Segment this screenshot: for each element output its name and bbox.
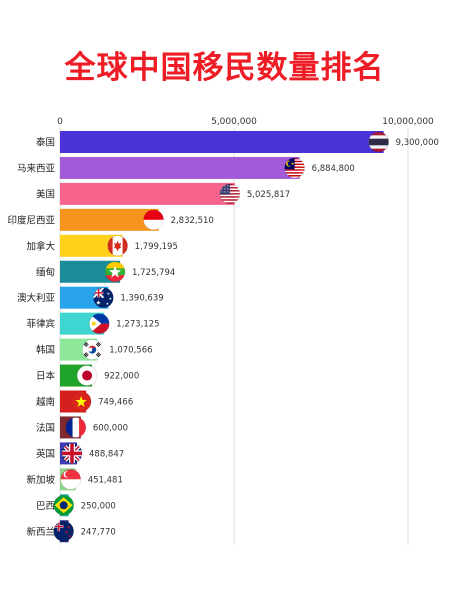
value-label: 1,725,794 [132, 268, 175, 278]
category-label: 菲律宾 [26, 318, 55, 330]
chart-title: 全球中国移民数量排名 [64, 50, 385, 86]
brazil-flag [53, 495, 74, 516]
category-label: 美国 [36, 188, 55, 200]
myanmar-flag [105, 261, 126, 282]
france-flag [65, 417, 86, 438]
category-label: 韩国 [36, 344, 55, 356]
category-label: 马来西亚 [17, 163, 56, 174]
bar-row: 美国 5,025,817 [36, 182, 290, 205]
korea-flag [82, 339, 103, 360]
value-label: 1,273,125 [116, 320, 159, 330]
usa-flag [219, 183, 240, 204]
value-label: 6,884,800 [312, 164, 355, 174]
bar-row: 缅甸 1,725,794 [36, 260, 175, 283]
bar-row: 法国 600,000 [36, 416, 128, 439]
bar-row: 巴西 250,000 [36, 494, 116, 517]
category-label: 泰国 [36, 137, 55, 149]
bar-row: 澳大利亚 1,390,639 [17, 286, 164, 309]
bar-row: 韩国 1,070,566 [36, 338, 153, 361]
value-label: 2,832,510 [171, 216, 214, 226]
value-label: 1,070,566 [109, 346, 152, 356]
value-label: 5,025,817 [247, 190, 290, 200]
bar [60, 234, 123, 257]
category-label: 缅甸 [36, 266, 55, 278]
value-label: 1,390,639 [120, 294, 163, 304]
category-label: 新加坡 [26, 474, 55, 486]
x-tick-label: 5,000,000 [211, 117, 257, 127]
indonesia-flag [143, 209, 164, 230]
bar [60, 182, 235, 205]
bar [60, 260, 121, 283]
category-label: 巴西 [36, 501, 55, 512]
value-label: 1,799,195 [135, 242, 178, 252]
japan-flag [77, 365, 98, 386]
malaysia-flag [284, 157, 305, 178]
bar [60, 156, 300, 179]
thailand-flag [368, 132, 389, 152]
category-label: 印度尼西亚 [7, 214, 55, 226]
bar-row: 加拿大 1,799,195 [26, 234, 178, 257]
newzealand-flag [53, 521, 74, 542]
bar-row: 泰国 9,300,000 [36, 131, 439, 153]
x-tick-label: 10,000,000 [382, 117, 434, 127]
value-label: 749,466 [98, 398, 133, 408]
value-label: 922,000 [104, 372, 139, 382]
value-label: 9,300,000 [396, 138, 439, 148]
value-label: 488,847 [89, 449, 124, 459]
category-label: 加拿大 [26, 240, 55, 252]
bar-row: 英国 488,847 [36, 442, 124, 465]
uk-flag [62, 443, 83, 464]
value-label: 250,000 [81, 501, 116, 511]
bar-row: 越南 749,466 [36, 390, 133, 413]
category-label: 新西兰 [26, 526, 55, 538]
bar-row: 新加坡 451,481 [26, 468, 123, 491]
bar [60, 131, 384, 153]
bar-row: 马来西亚 6,884,800 [17, 156, 355, 179]
category-label: 英国 [36, 448, 55, 460]
singapore-flag [60, 469, 81, 490]
bar [60, 208, 159, 231]
canada-flag [107, 235, 128, 256]
value-label: 451,481 [88, 475, 123, 485]
x-tick-label: 0 [57, 117, 63, 127]
vietnam-flag [71, 391, 92, 412]
bar-row: 菲律宾 1,273,125 [26, 312, 160, 335]
value-label: 247,770 [81, 527, 116, 537]
category-label: 澳大利亚 [17, 292, 56, 304]
category-label: 越南 [36, 396, 55, 408]
philippines-flag [89, 313, 110, 334]
category-label: 法国 [36, 422, 55, 434]
bar-row: 新西兰 247,770 [26, 520, 116, 543]
bar-row: 日本 922,000 [36, 364, 139, 387]
bar-row: 印度尼西亚 2,832,510 [7, 208, 214, 231]
value-label: 600,000 [93, 423, 128, 433]
category-label: 日本 [36, 370, 56, 382]
